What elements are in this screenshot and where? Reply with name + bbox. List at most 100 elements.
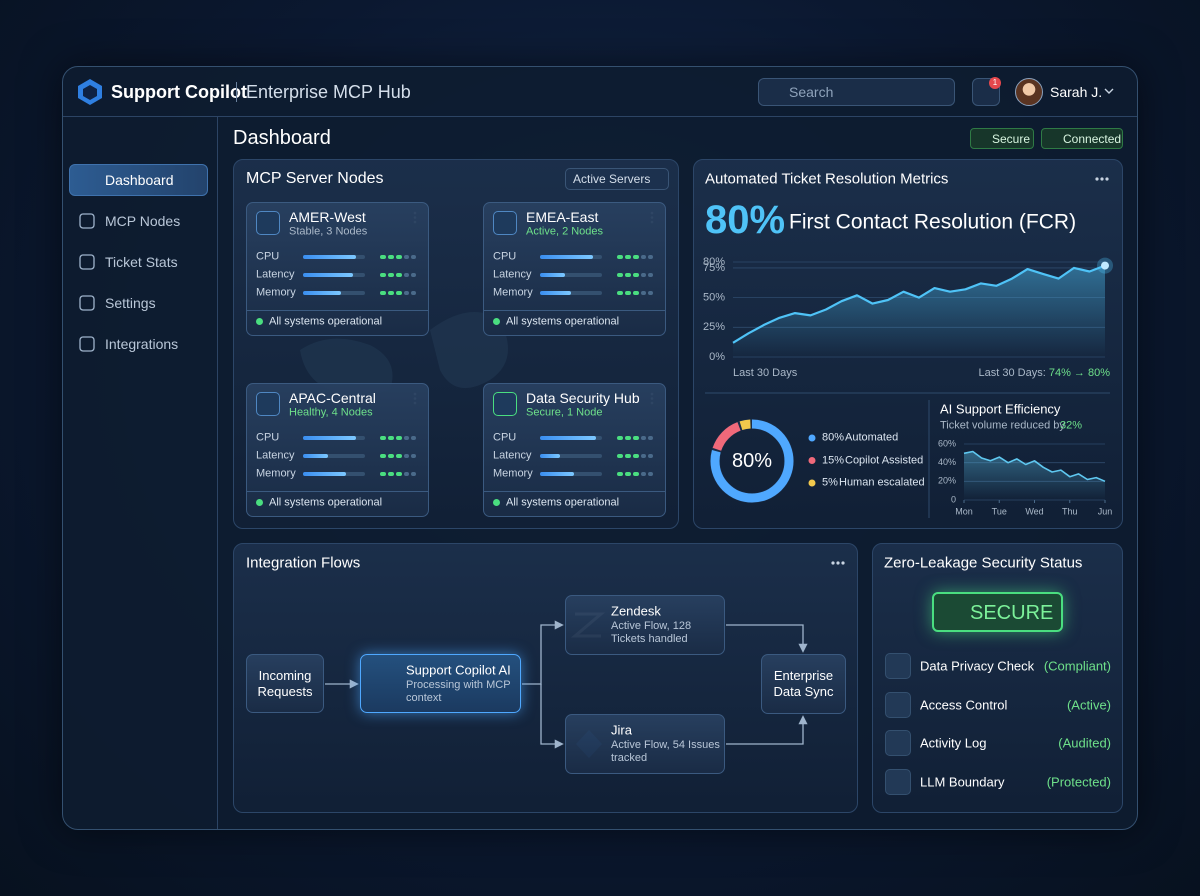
logo <box>78 79 102 105</box>
flow-node-title: Zendesk <box>611 603 661 619</box>
status-dot <box>625 454 631 458</box>
area <box>964 451 1105 500</box>
sidebar-item[interactable]: Dashboard <box>105 172 174 188</box>
status-dot <box>641 472 646 476</box>
metric-label: Memory <box>493 467 533 480</box>
search-box[interactable] <box>758 78 955 106</box>
secure-status: SECURE <box>970 602 1054 624</box>
usage-track <box>540 273 602 277</box>
usage-track <box>303 454 365 458</box>
node-name: EMEA-East <box>526 209 599 225</box>
status-dot <box>617 472 623 476</box>
notification-badge <box>989 77 1001 89</box>
status-dot <box>404 273 409 277</box>
ok-dot <box>493 499 500 506</box>
flow-node-title: Incoming Requests <box>257 668 313 699</box>
badge-label: Connected <box>1063 132 1122 146</box>
legend-dot <box>808 434 816 442</box>
sidebar-item[interactable]: Settings <box>105 295 156 311</box>
usage-bar <box>540 436 596 440</box>
x-axis-label: Last 30 Days <box>733 367 798 379</box>
y-tick-label: 75% <box>703 262 725 274</box>
badge-label: Secure <box>992 132 1031 146</box>
flow-node[interactable] <box>565 714 725 774</box>
flow-arrows <box>325 620 808 749</box>
legend-label: Human escalated <box>839 476 925 489</box>
y-tick-label: 0 <box>951 494 956 504</box>
ok-dot <box>493 318 500 325</box>
status-dot <box>648 472 653 476</box>
security-panel <box>872 543 1123 813</box>
usage-bar <box>540 273 565 277</box>
check-name: Activity Log <box>920 735 987 751</box>
status-dot <box>411 436 416 440</box>
y-tick-label: 50% <box>703 292 725 304</box>
sidebar-item[interactable]: Ticket Stats <box>105 254 178 270</box>
status-dot <box>617 291 623 295</box>
sidebar-icon <box>79 213 95 229</box>
flow-node[interactable] <box>761 654 846 714</box>
metric-label: Memory <box>493 286 533 299</box>
node-icon <box>493 392 517 416</box>
note-change: 74% → 80% <box>1049 367 1110 379</box>
legend-value: 15% <box>822 454 845 466</box>
status-dot <box>388 436 394 440</box>
status-dot <box>617 454 623 458</box>
status-dot <box>633 291 639 295</box>
line <box>732 264 1106 344</box>
y-tick-label: 0% <box>709 351 725 363</box>
product-name: Enterprise MCP Hub <box>246 82 411 102</box>
usage-bar <box>303 255 356 259</box>
status-dot <box>625 291 631 295</box>
check-state: (Compliant) <box>1043 658 1111 674</box>
sidebar-item[interactable]: Integrations <box>105 336 179 352</box>
node-subtitle: Secure, 1 Node <box>526 406 603 419</box>
chart-title: AI Support Efficiency <box>940 401 1061 417</box>
card-divider <box>246 491 429 492</box>
node-subtitle: Healthy, 4 Nodes <box>289 406 373 419</box>
check-name: Data Privacy Check <box>920 658 1035 674</box>
flow-node[interactable] <box>565 595 725 655</box>
note: Last 30 Days: <box>979 367 1046 379</box>
status-dot <box>396 454 402 458</box>
donut-center: 80% <box>731 450 773 472</box>
legend-value: 5% <box>822 476 838 489</box>
status-dot <box>411 273 416 277</box>
status-dot <box>648 436 653 440</box>
y-tick-label: 20% <box>938 476 956 486</box>
status-dot <box>648 255 653 259</box>
area <box>733 265 1105 357</box>
x-tick-label: Mon <box>955 506 973 516</box>
check-icon <box>885 730 911 757</box>
flow-node-title: Support Copilot AI <box>406 662 511 678</box>
brand: Support Copilot <box>111 82 247 102</box>
legend-value: 80% <box>822 431 845 444</box>
sidebar-icon <box>79 336 95 352</box>
filter-dropdown[interactable] <box>565 168 669 190</box>
flow-node-title: Jira <box>611 722 632 738</box>
status-dot <box>641 255 646 259</box>
sidebar-item[interactable]: MCP Nodes <box>105 213 181 229</box>
y-tick-label: 25% <box>703 321 725 333</box>
check-name: Access Control <box>920 697 1008 713</box>
usage-track <box>540 454 602 458</box>
card-divider <box>246 310 429 311</box>
sidebar-icon <box>79 254 95 270</box>
user-name[interactable]: Sarah J. <box>1050 84 1103 100</box>
chart-subtitle: Ticket volume reduced by <box>940 419 1065 432</box>
status-dot <box>625 472 631 476</box>
y-tick-label: 80% <box>703 256 725 268</box>
line <box>963 450 1106 483</box>
y-tick-label: 40% <box>938 457 956 467</box>
status-dot <box>404 472 409 476</box>
flow-node[interactable] <box>360 654 521 713</box>
node-subtitle: Stable, 3 Nodes <box>289 225 368 238</box>
status-dot <box>404 436 409 440</box>
node-icon <box>256 392 280 416</box>
metric-label: Latency <box>256 449 295 462</box>
avatar[interactable] <box>1015 78 1043 106</box>
flow-node[interactable] <box>246 654 324 713</box>
status-dot <box>380 273 386 277</box>
status-dot <box>388 454 394 458</box>
status-dot <box>380 472 386 476</box>
